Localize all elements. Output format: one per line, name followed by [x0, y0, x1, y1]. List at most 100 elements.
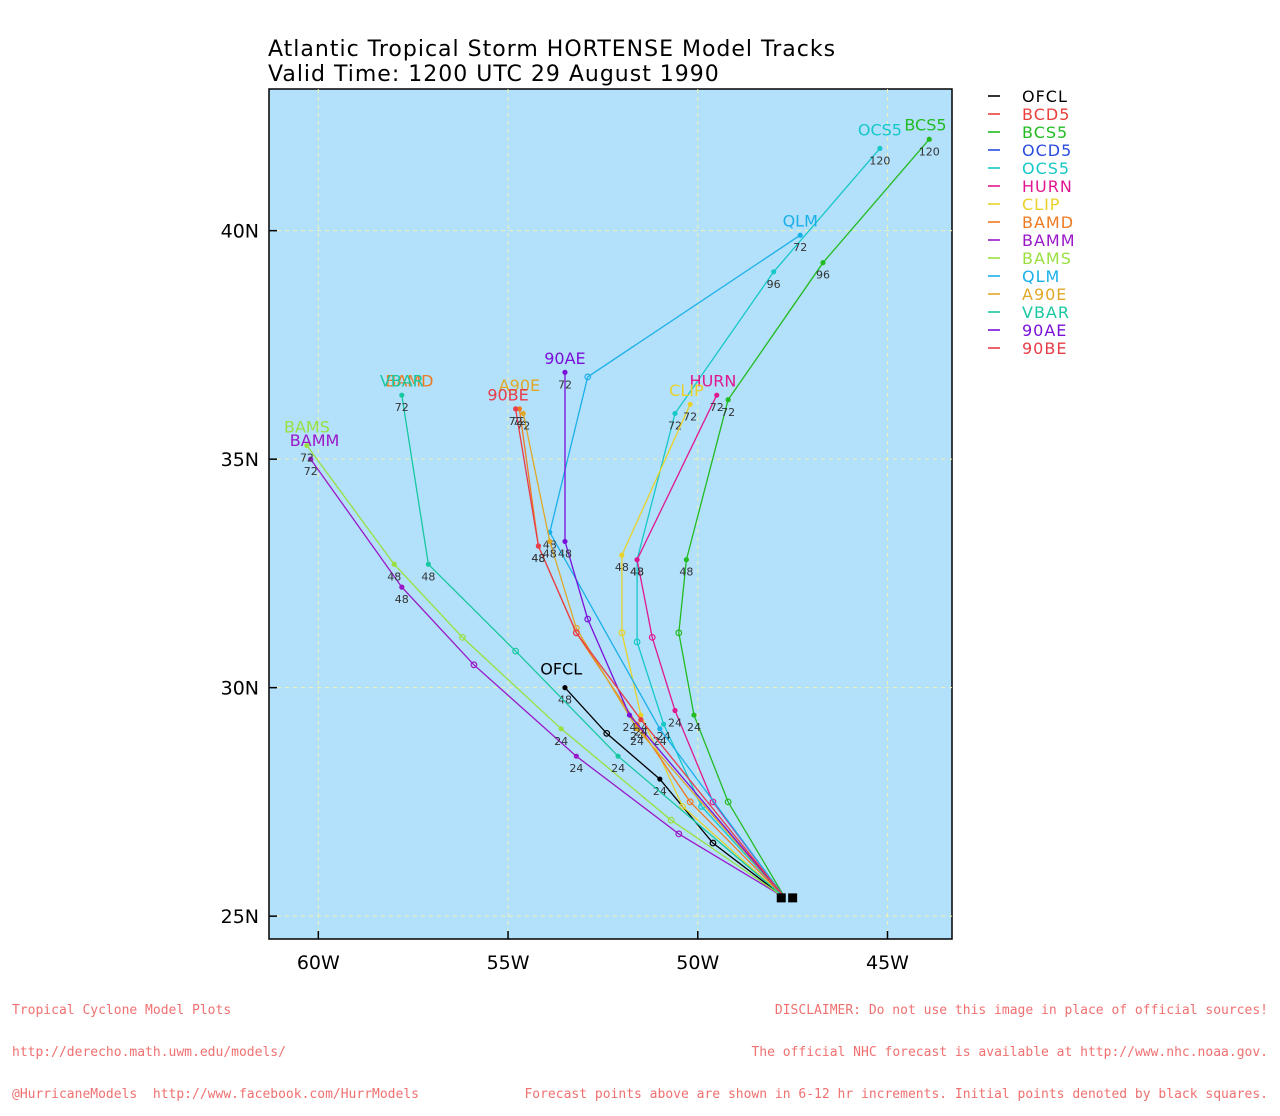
legend-entry: BCS5	[1022, 123, 1068, 142]
track-line	[636, 394, 786, 899]
footer-disclaimer: DISCLAIMER: Do not use this image in pla…	[774, 1003, 1268, 1018]
track-line	[310, 458, 786, 899]
forecast-hour-label: 48	[558, 694, 572, 707]
forecast-hour-label: 24	[657, 730, 671, 743]
forecast-hour-label: 96	[816, 269, 830, 282]
forecast-point	[797, 232, 803, 238]
forecast-point	[725, 397, 731, 403]
track-bcs5: 24 48 72 96 120 BCS5	[675, 116, 947, 899]
intermediate-point	[572, 624, 580, 632]
legend-entry: OFCL	[1022, 87, 1068, 106]
forecast-hour-label: 72	[558, 378, 572, 391]
track-90be: 24 48 72 90BE	[487, 385, 786, 899]
forecast-hour-label: 48	[531, 552, 545, 565]
track-end-label: BAMD	[385, 372, 433, 391]
footer-left-line-3[interactable]: @HurricaneModels http://www.facebook.com…	[12, 1087, 419, 1102]
legend-entry: OCS5	[1022, 159, 1070, 178]
forecast-hour-label: 72	[395, 401, 409, 414]
forecast-hour-label: 72	[300, 451, 314, 464]
forecast-point	[771, 269, 777, 275]
forecast-point	[661, 721, 667, 727]
track-end-label: BCS5	[904, 116, 946, 135]
footer-forecast-note: Forecast points above are shown in 6-12 …	[524, 1087, 1268, 1102]
initial-point-square	[776, 893, 786, 903]
footer-nhc-notice: The official NHC forecast is available a…	[751, 1045, 1268, 1060]
map-background	[268, 88, 953, 940]
initial-point-square	[788, 893, 798, 903]
intermediate-point	[675, 830, 683, 838]
forecast-point	[820, 260, 826, 266]
forecast-point	[626, 712, 633, 718]
track-line	[564, 372, 786, 899]
forecast-hour-label: 48	[395, 593, 409, 606]
x-tick-label: 55W	[487, 952, 530, 974]
footer-left-line-2[interactable]: http://derecho.math.uwm.edu/models/	[12, 1045, 286, 1060]
forecast-point	[562, 538, 568, 545]
intermediate-point	[584, 373, 592, 381]
forecast-point	[634, 557, 640, 563]
x-tick-label: 50W	[676, 952, 719, 974]
track-end-label: A90E	[499, 376, 540, 395]
chart-title: Atlantic Tropical Storm HORTENSE Model T…	[268, 37, 836, 62]
forecast-hour-label: 48	[421, 570, 435, 583]
forecast-hour-label: 48	[615, 561, 629, 574]
legend-entry: CLIP	[1022, 195, 1060, 214]
forecast-hour-label: 24	[668, 717, 682, 730]
x-tick-label: 45W	[866, 952, 909, 974]
forecast-point	[425, 561, 431, 567]
intermediate-point	[675, 629, 683, 637]
forecast-hour-label: 72	[683, 410, 697, 423]
track-end-label: BAMM	[290, 431, 340, 450]
forecast-point	[672, 707, 678, 714]
forecast-point	[308, 456, 314, 462]
forecast-hour-label: 120	[919, 145, 940, 158]
forecast-hour-label: 48	[543, 538, 557, 551]
intermediate-point	[724, 798, 732, 806]
forecast-hour-label: 48	[630, 566, 644, 579]
track-end-label: OCS5	[858, 120, 902, 139]
forecast-point	[634, 726, 640, 732]
track-end-label: QLM	[783, 212, 818, 231]
intermediate-point	[667, 816, 675, 824]
legend-entry: A90E	[1022, 285, 1067, 304]
forecast-point	[558, 726, 564, 732]
forecast-point	[573, 753, 579, 759]
forecast-point	[638, 712, 644, 718]
x-tick-label: 60W	[297, 952, 340, 974]
intermediate-point	[459, 633, 466, 641]
forecast-hour-label: 24	[569, 762, 583, 775]
forecast-point	[562, 685, 568, 691]
chart-subtitle: Valid Time: 1200 UTC 29 August 1990	[268, 62, 720, 87]
forecast-hour-label: 96	[767, 278, 781, 291]
track-line	[401, 395, 786, 899]
intermediate-point	[686, 798, 694, 806]
forecast-point	[619, 552, 625, 558]
track-a90e: 24 48 72 A90E	[499, 376, 786, 899]
forecast-hour-label: 24	[622, 721, 636, 734]
forecast-hour-label: 24	[634, 726, 648, 739]
track-bams: 24 48 72 BAMS	[284, 417, 786, 899]
track-line	[522, 413, 786, 899]
forecast-hour-label: 72	[516, 419, 530, 432]
intermediate-point	[648, 633, 656, 641]
intermediate-point	[584, 615, 592, 623]
track-end-label: HURN	[690, 372, 737, 391]
legend-entry: 90AE	[1022, 321, 1067, 340]
forecast-hour-label: 48	[679, 566, 693, 579]
legend-entry: BAMM	[1022, 231, 1076, 250]
forecast-hour-label: 72	[793, 241, 807, 254]
forecast-point	[399, 584, 405, 590]
forecast-point	[926, 136, 932, 142]
intermediate-point	[709, 798, 717, 806]
track-line	[514, 408, 786, 899]
intermediate-point	[633, 638, 641, 646]
legend-entry: 90BE	[1022, 339, 1067, 358]
model-tracks-chart: Atlantic Tropical Storm HORTENSE Model T…	[221, 37, 1076, 974]
forecast-point	[615, 753, 621, 759]
track-end-label: OFCL	[540, 660, 582, 679]
track-vbar: 24 48 72 VBAR	[380, 372, 786, 899]
forecast-hour-label: 48	[543, 547, 557, 560]
intermediate-point	[603, 729, 611, 737]
forecast-point	[516, 406, 523, 412]
forecast-point	[683, 557, 689, 563]
